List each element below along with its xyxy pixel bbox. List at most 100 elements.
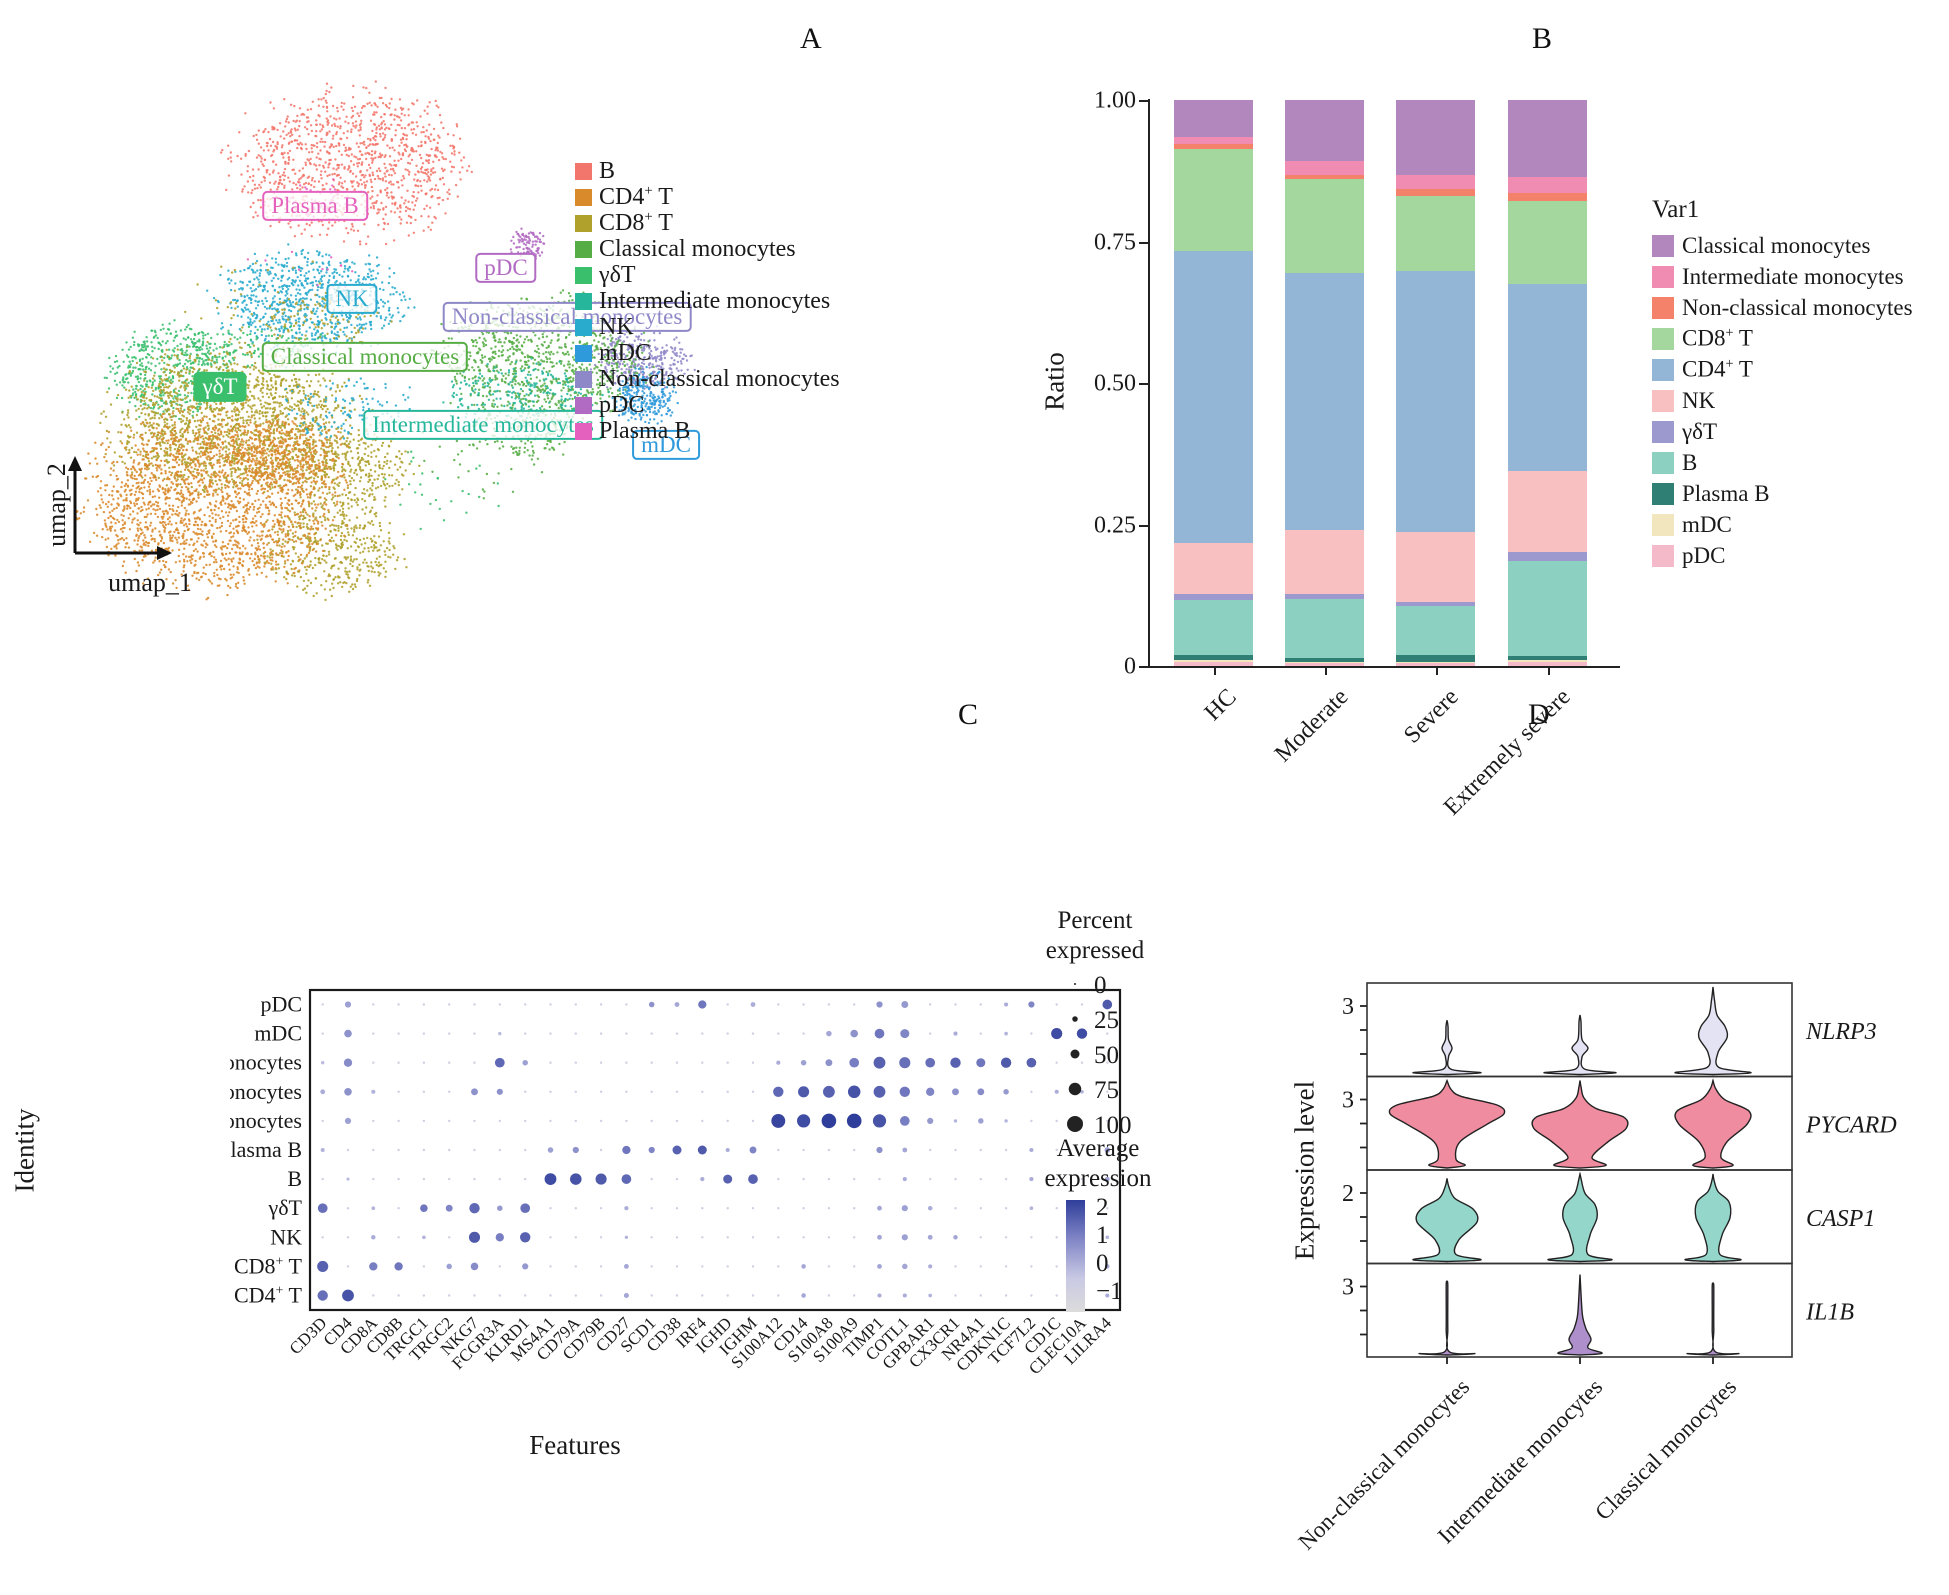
dot[interactable]: [397, 1177, 400, 1181]
umap-legend-item[interactable]: γδT: [575, 262, 840, 288]
dot[interactable]: [624, 1264, 629, 1269]
dot[interactable]: [1055, 1119, 1058, 1123]
dot[interactable]: [954, 1148, 957, 1152]
dot[interactable]: [825, 1059, 833, 1067]
bar-segment-intermediate-monocytes[interactable]: [1285, 161, 1364, 175]
dotplot[interactable]: pDC mDC Non-classical monocytes Intermediat…: [230, 880, 1250, 1460]
dot[interactable]: [1080, 1061, 1084, 1064]
dot[interactable]: [701, 1265, 704, 1268]
dot[interactable]: [800, 1059, 807, 1066]
bar-segment-cd8-t[interactable]: [1508, 200, 1587, 285]
dot[interactable]: [873, 1056, 886, 1069]
dot[interactable]: [701, 1294, 704, 1297]
dot[interactable]: [397, 1206, 400, 1210]
dot[interactable]: [874, 1028, 885, 1039]
dot[interactable]: [648, 1001, 655, 1008]
dot[interactable]: [675, 1061, 679, 1064]
dot[interactable]: [547, 1147, 554, 1153]
stacked-bar-extremely-severe[interactable]: [1508, 100, 1587, 666]
dot[interactable]: [928, 1148, 932, 1152]
dot[interactable]: [877, 1264, 882, 1269]
dot[interactable]: [574, 1003, 578, 1006]
violin-casp1-2[interactable]: [1547, 1171, 1613, 1263]
dot[interactable]: [371, 1235, 376, 1240]
dot[interactable]: [422, 1090, 426, 1094]
dot[interactable]: [422, 1061, 426, 1064]
dot[interactable]: [544, 1173, 557, 1185]
dot[interactable]: [979, 1177, 983, 1181]
dot[interactable]: [346, 1236, 350, 1239]
dot[interactable]: [954, 1206, 957, 1210]
umap-legend-item[interactable]: pDC: [575, 392, 840, 418]
dot[interactable]: [498, 1177, 502, 1181]
dot[interactable]: [574, 1090, 578, 1094]
dot[interactable]: [777, 1265, 780, 1268]
dot[interactable]: [1104, 1147, 1111, 1153]
bar-segment-nk[interactable]: [1508, 470, 1587, 552]
dot[interactable]: [447, 1294, 451, 1297]
dot[interactable]: [1080, 1089, 1084, 1094]
dot[interactable]: [1004, 1294, 1008, 1297]
dot[interactable]: [1106, 1032, 1109, 1035]
dot[interactable]: [422, 1294, 426, 1297]
bar-segment-non-classical-monocytes[interactable]: [1508, 192, 1587, 201]
dot[interactable]: [979, 1003, 983, 1006]
bar-segment-mdc[interactable]: [1396, 661, 1475, 663]
dot[interactable]: [950, 1057, 961, 1068]
dot[interactable]: [549, 1294, 552, 1297]
dot[interactable]: [397, 1090, 400, 1094]
dot[interactable]: [927, 1234, 933, 1240]
dot[interactable]: [902, 1147, 908, 1153]
dot[interactable]: [372, 1119, 375, 1123]
dot[interactable]: [1029, 1177, 1034, 1182]
dot[interactable]: [447, 1061, 451, 1064]
dot[interactable]: [1055, 1236, 1058, 1239]
dot[interactable]: [827, 1206, 831, 1210]
bar-legend-item[interactable]: Plasma B: [1652, 478, 1913, 509]
dot[interactable]: [777, 1236, 780, 1239]
dot[interactable]: [1076, 1028, 1088, 1039]
dot[interactable]: [422, 1148, 426, 1152]
bar-legend-item[interactable]: Classical monocytes: [1652, 230, 1913, 261]
dot[interactable]: [498, 1119, 502, 1123]
dot[interactable]: [498, 1265, 502, 1268]
bar-segment-intermediate-monocytes[interactable]: [1508, 176, 1587, 193]
dot[interactable]: [1029, 1206, 1034, 1211]
bar-segment-plasma-b[interactable]: [1174, 654, 1253, 661]
dot[interactable]: [321, 1236, 324, 1239]
dot[interactable]: [473, 1119, 476, 1123]
dot[interactable]: [1105, 1264, 1110, 1269]
dot[interactable]: [698, 1000, 707, 1009]
dot[interactable]: [878, 1177, 881, 1181]
dot[interactable]: [549, 1003, 552, 1006]
bar-segment-nk[interactable]: [1285, 530, 1364, 594]
bar-segment-nk[interactable]: [1396, 532, 1475, 602]
dot[interactable]: [346, 1206, 350, 1210]
dot[interactable]: [827, 1236, 831, 1239]
dot[interactable]: [823, 1085, 835, 1098]
dot[interactable]: [751, 1032, 755, 1035]
dot[interactable]: [372, 1003, 375, 1006]
dot[interactable]: [899, 1116, 910, 1126]
dot[interactable]: [675, 1265, 679, 1268]
dot[interactable]: [624, 1235, 629, 1239]
bar-legend-item[interactable]: CD4+ T: [1652, 354, 1913, 385]
dot[interactable]: [751, 1236, 755, 1239]
dot[interactable]: [317, 1203, 328, 1214]
dot[interactable]: [422, 1119, 426, 1123]
dot[interactable]: [675, 1206, 679, 1210]
dot[interactable]: [394, 1262, 403, 1271]
violin-nlrp3-2[interactable]: [1543, 1014, 1617, 1076]
bar-legend-item[interactable]: Non-classical monocytes: [1652, 292, 1913, 323]
dot[interactable]: [726, 1061, 729, 1064]
bar-segment-intermediate-monocytes[interactable]: [1396, 174, 1475, 190]
dot[interactable]: [776, 1060, 781, 1065]
violin-pycard-1[interactable]: [1388, 1078, 1506, 1169]
dot[interactable]: [321, 1061, 325, 1065]
dot[interactable]: [979, 1148, 983, 1152]
dot[interactable]: [599, 1003, 603, 1006]
dot[interactable]: [342, 1289, 354, 1302]
dot[interactable]: [928, 1177, 932, 1181]
bar-segment-nk[interactable]: [1174, 542, 1253, 594]
dot[interactable]: [344, 1117, 352, 1124]
